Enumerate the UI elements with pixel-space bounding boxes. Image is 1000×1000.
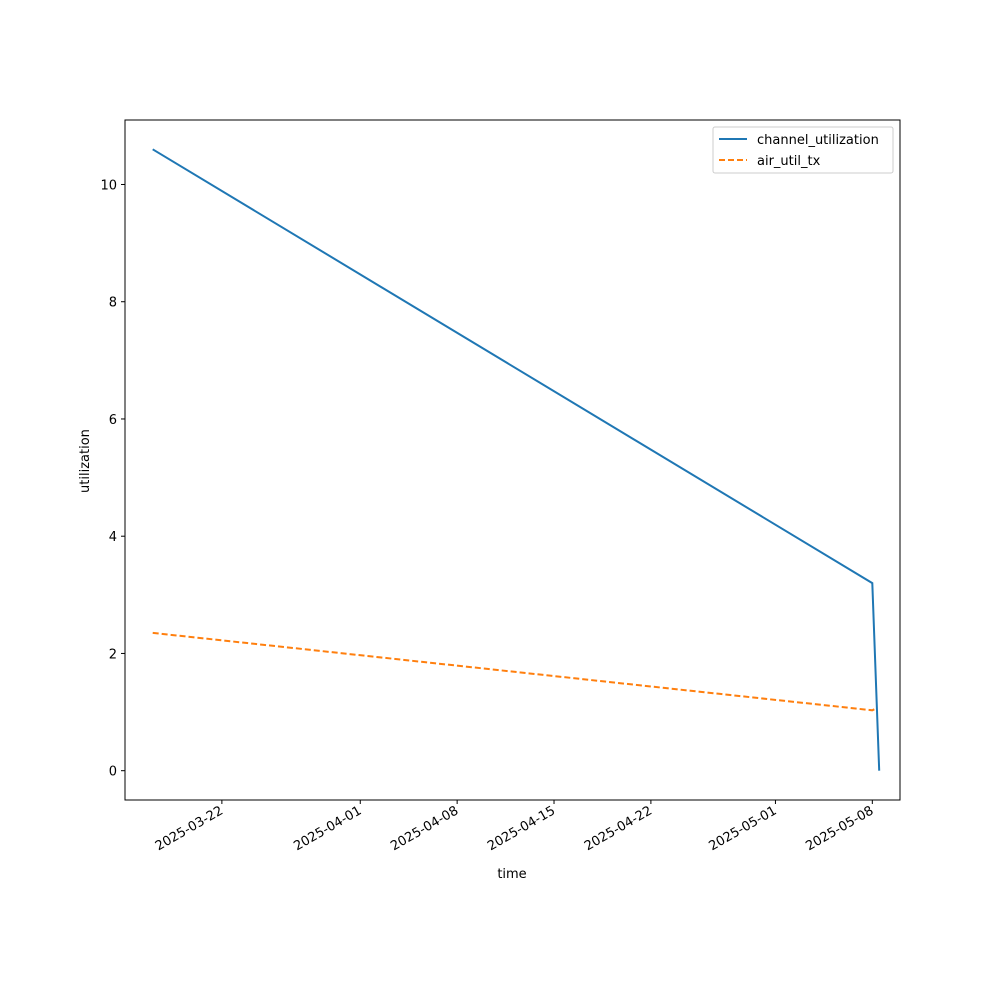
y-tick-label: 10 — [100, 178, 117, 193]
x-axis: 2025-03-22 2025-04-01 2025-04-08 2025-04-15… — [153, 800, 876, 854]
y-axis: 0 2 4 6 8 10 — [100, 178, 125, 780]
plot-area — [124, 119, 901, 801]
y-axis-label: utilization — [78, 429, 93, 493]
y-tick-label: 0 — [109, 765, 117, 780]
x-tick-label: 2025-04-08 — [388, 803, 461, 854]
x-tick-label: 2025-04-01 — [291, 803, 364, 854]
series-line-air-util-tx — [152, 631, 877, 712]
x-tick-label: 2025-04-22 — [582, 803, 655, 854]
x-tick-label: 2025-05-08 — [803, 803, 876, 854]
legend: channel_utilization air_util_tx — [712, 126, 894, 174]
x-axis-label: time — [497, 867, 526, 882]
series-layer — [152, 148, 881, 771]
legend-box — [712, 126, 894, 174]
series-line-channel-utilization — [152, 148, 881, 771]
x-tick-label: 2025-05-01 — [707, 803, 780, 854]
legend-label-air-util-tx: air_util_tx — [757, 154, 821, 169]
y-tick-label: 2 — [109, 647, 117, 662]
y-tick-label: 4 — [109, 530, 117, 545]
x-tick-label: 2025-03-22 — [153, 803, 226, 854]
x-tick-label: 2025-04-15 — [485, 803, 558, 854]
y-tick-label: 6 — [109, 413, 117, 428]
y-tick-label: 8 — [109, 296, 117, 311]
legend-label-channel-utilization: channel_utilization — [757, 133, 879, 148]
